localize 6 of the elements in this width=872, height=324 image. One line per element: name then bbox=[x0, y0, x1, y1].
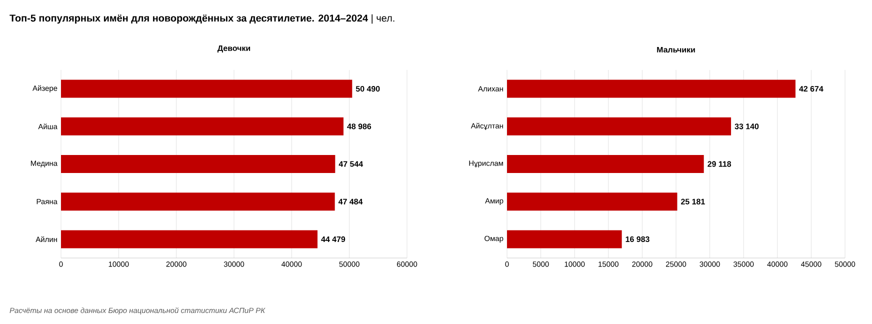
bar bbox=[507, 155, 704, 174]
bar bbox=[507, 80, 796, 98]
bar bbox=[507, 230, 622, 248]
bar bbox=[507, 117, 732, 136]
text: Топ-5 популярных имён для новорождённых за десятилетие. 2014–2024 | чел. bbox=[10, 14, 394, 24]
bar bbox=[507, 192, 678, 211]
